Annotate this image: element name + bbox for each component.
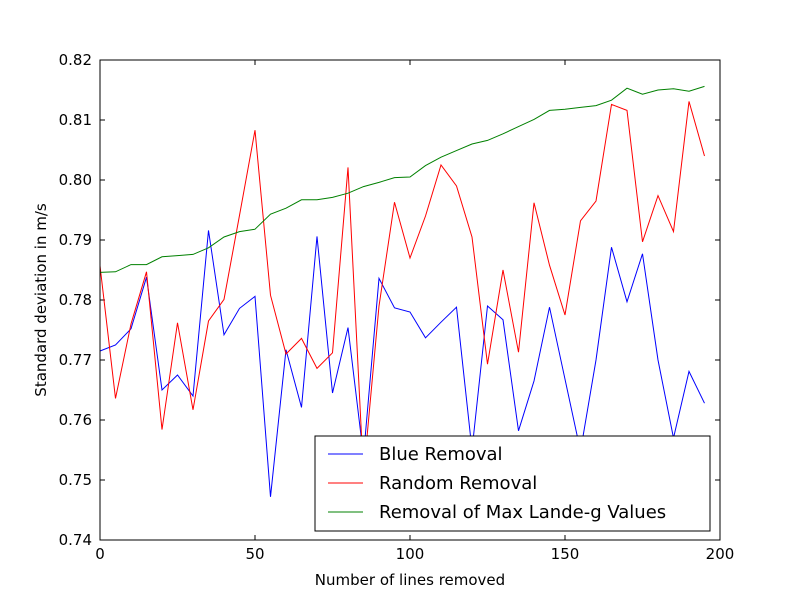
y-tick-label: 0.78 [59, 291, 92, 309]
y-axis-label: Standard deviation in m/s [32, 203, 50, 397]
series-line-1 [99, 101, 705, 476]
y-tick-label: 0.82 [59, 51, 92, 69]
series-lines [99, 85, 705, 497]
y-tick-label: 0.76 [59, 411, 92, 429]
legend-label: Removal of Max Lande-g Values [379, 502, 666, 523]
y-tick-label: 0.75 [59, 471, 92, 489]
x-tick-label: 200 [706, 545, 735, 563]
y-tick-label: 0.79 [59, 231, 92, 249]
y-tick-label: 0.74 [59, 531, 92, 549]
tick-labels: 0 50 100 150 200 0.74 0.75 0.76 0.77 0.78 0.79 0.80… [59, 51, 735, 563]
x-tick-label: 150 [551, 545, 580, 563]
y-tick-label: 0.80 [59, 171, 92, 189]
legend-box [314, 435, 711, 532]
series-line-2 [99, 85, 705, 273]
legend-label: Blue Removal [379, 444, 503, 465]
x-axis-label: Number of lines removed [315, 571, 505, 589]
x-tick-label: 0 [95, 545, 105, 563]
x-tick-label: 50 [245, 545, 264, 563]
plot-frame [99, 59, 721, 541]
series-line-0 [99, 230, 705, 497]
y-tick-label: 0.81 [59, 111, 92, 129]
legend-label: Random Removal [379, 473, 537, 494]
legend: Blue Removal Random Removal Removal of Max… [314, 435, 711, 532]
y-tick-label: 0.77 [59, 351, 92, 369]
x-tick-label: 100 [396, 545, 425, 563]
